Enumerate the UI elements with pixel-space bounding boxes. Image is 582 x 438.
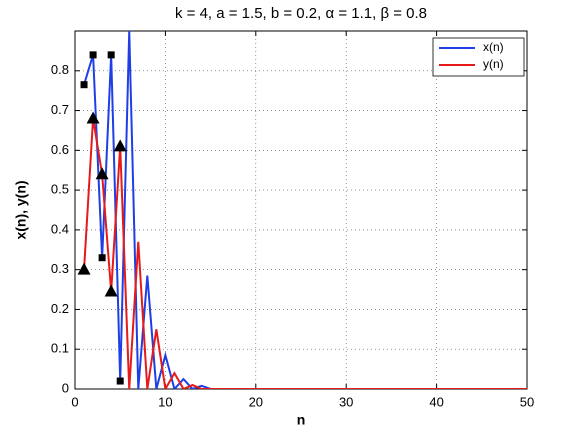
- y-tick-label: 0.3: [51, 261, 69, 276]
- chart-title: k = 4, a = 1.5, b = 0.2, α = 1.1, β = 0.…: [175, 5, 427, 22]
- x-axis-label: n: [297, 412, 306, 428]
- plot-area: [83, 31, 527, 389]
- y-tick-label: 0.7: [51, 102, 69, 117]
- legend-box: [432, 37, 525, 77]
- x-tick-label: 10: [158, 394, 172, 409]
- x-tick-label: 40: [429, 394, 443, 409]
- y-tick-label: 0.2: [51, 301, 69, 316]
- square-marker: [116, 377, 124, 385]
- y-tick-label: 0.8: [51, 62, 69, 77]
- y-axis-label: x(n), y(n): [13, 180, 29, 239]
- x-tick-label: 0: [71, 394, 78, 409]
- data-line: [83, 31, 527, 389]
- y-tick-label: 0.1: [51, 341, 69, 356]
- x-tick-label: 30: [339, 394, 353, 409]
- square-marker: [80, 81, 88, 89]
- square-marker: [98, 254, 106, 262]
- x-tick-label: 50: [520, 394, 534, 409]
- y-tick-label: 0: [62, 380, 69, 395]
- triangle-marker: [113, 139, 127, 152]
- triangle-marker: [95, 167, 109, 180]
- y-tick-label: 0.6: [51, 142, 69, 157]
- data-line: [83, 118, 527, 389]
- square-marker: [89, 51, 97, 59]
- triangle-marker: [86, 111, 100, 124]
- legend-label: y(n): [483, 57, 504, 71]
- y-tick-label: 0.5: [51, 182, 69, 197]
- x-tick-label: 20: [249, 394, 263, 409]
- square-marker: [107, 51, 115, 59]
- y-tick-label: 0.4: [51, 221, 69, 236]
- legend-label: x(n): [483, 40, 504, 54]
- triangle-marker: [104, 284, 118, 297]
- triangle-marker: [77, 262, 91, 275]
